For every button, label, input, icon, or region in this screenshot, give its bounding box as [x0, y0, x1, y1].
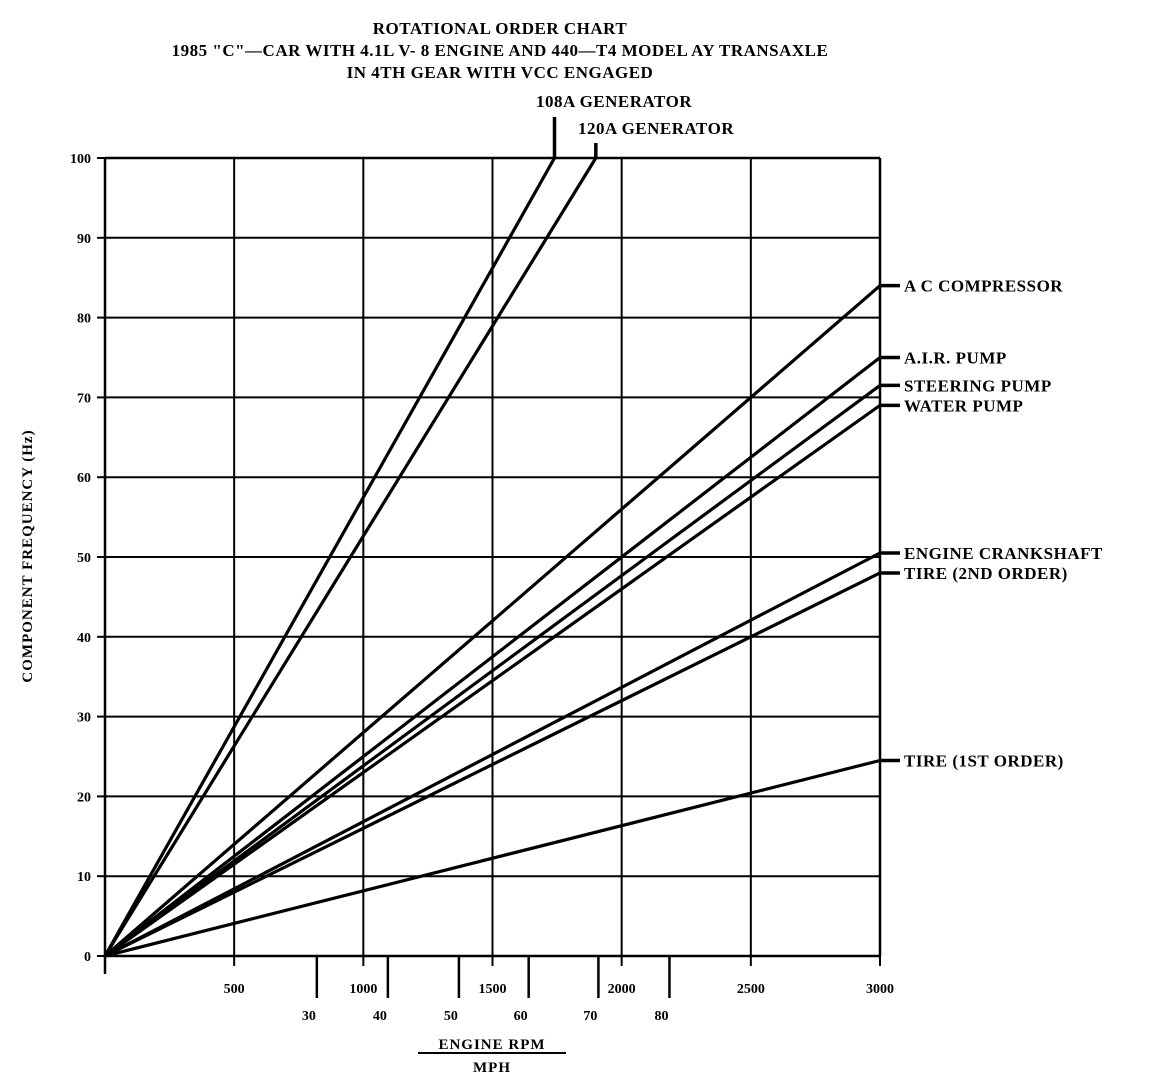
mph-tick-label: 60: [514, 1009, 528, 1024]
y-tick-label: 20: [77, 790, 91, 805]
y-tick-label: 10: [77, 870, 91, 885]
series-label: ENGINE CRANKSHAFT: [904, 544, 1103, 563]
y-tick-label: 70: [77, 391, 91, 406]
chart-title-line-2: 1985 "C"—CAR WITH 4.1L V- 8 ENGINE AND 4…: [172, 41, 829, 60]
series-line: [103, 355, 882, 958]
series-label: A.I.R. PUMP: [904, 349, 1007, 368]
y-tick-label: 0: [84, 950, 91, 965]
y-tick-label: 30: [77, 711, 91, 726]
series-line: [103, 758, 882, 958]
series-line: [103, 551, 882, 958]
y-tick-label: 50: [77, 551, 91, 566]
series-label: STEERING PUMP: [904, 376, 1052, 395]
y-tick-label: 60: [77, 471, 91, 486]
x-tick-label: 3000: [866, 982, 894, 997]
series-line: [103, 156, 598, 958]
x-axis-title-mph: MPH: [473, 1060, 511, 1076]
mph-tick-label: 40: [373, 1009, 387, 1024]
series-line: [103, 284, 882, 958]
y-tick-label: 100: [70, 152, 91, 167]
mph-tick-label: 80: [654, 1009, 668, 1024]
series-label: 108A GENERATOR: [536, 92, 692, 111]
series-label: 120A GENERATOR: [578, 119, 734, 138]
y-tick-label: 90: [77, 232, 91, 247]
chart-grid: [105, 157, 881, 957]
series-label: WATER PUMP: [904, 396, 1023, 415]
x-axis-title-rpm: ENGINE RPM: [438, 1037, 545, 1053]
series-line: [103, 156, 557, 958]
y-tick-label: 40: [77, 631, 91, 646]
series-label: TIRE (2ND ORDER): [904, 564, 1068, 583]
x-axis-title: ENGINE RPM MPH: [418, 1037, 566, 1076]
chart-title-line-1: ROTATIONAL ORDER CHART: [373, 19, 628, 38]
x-tick-label: 2000: [608, 982, 636, 997]
x-tick-label: 500: [224, 982, 245, 997]
chart-title-line-3: IN 4TH GEAR WITH VCC ENGAGED: [347, 63, 654, 82]
series-line: [103, 571, 882, 958]
series-line: [103, 403, 882, 958]
chart-title: ROTATIONAL ORDER CHART 1985 "C"—CAR WITH…: [172, 19, 829, 82]
x-tick-label: 1000: [349, 982, 377, 997]
y-tick-label: 80: [77, 312, 91, 327]
mph-tick-label: 50: [444, 1009, 458, 1024]
series-label: TIRE (1ST ORDER): [904, 751, 1064, 770]
series-label: A C COMPRESSOR: [904, 277, 1063, 296]
mph-tick-label: 30: [302, 1009, 316, 1024]
chart-series-labels: 108A GENERATOR 120A GENERATOR A C COMPRESS…: [536, 92, 1103, 770]
y-axis-title: COMPONENT FREQUENCY (Hz): [20, 429, 36, 682]
series-line: [103, 383, 882, 958]
x-tick-label: 1500: [479, 982, 507, 997]
chart-series: [103, 156, 882, 958]
mph-tick-label: 70: [583, 1009, 597, 1024]
x-tick-label: 2500: [737, 982, 765, 997]
chart-ticks: 0 10 20 30 40 50 60 70 80 90 100 500 1000 1500 2000 250…: [70, 152, 894, 1024]
